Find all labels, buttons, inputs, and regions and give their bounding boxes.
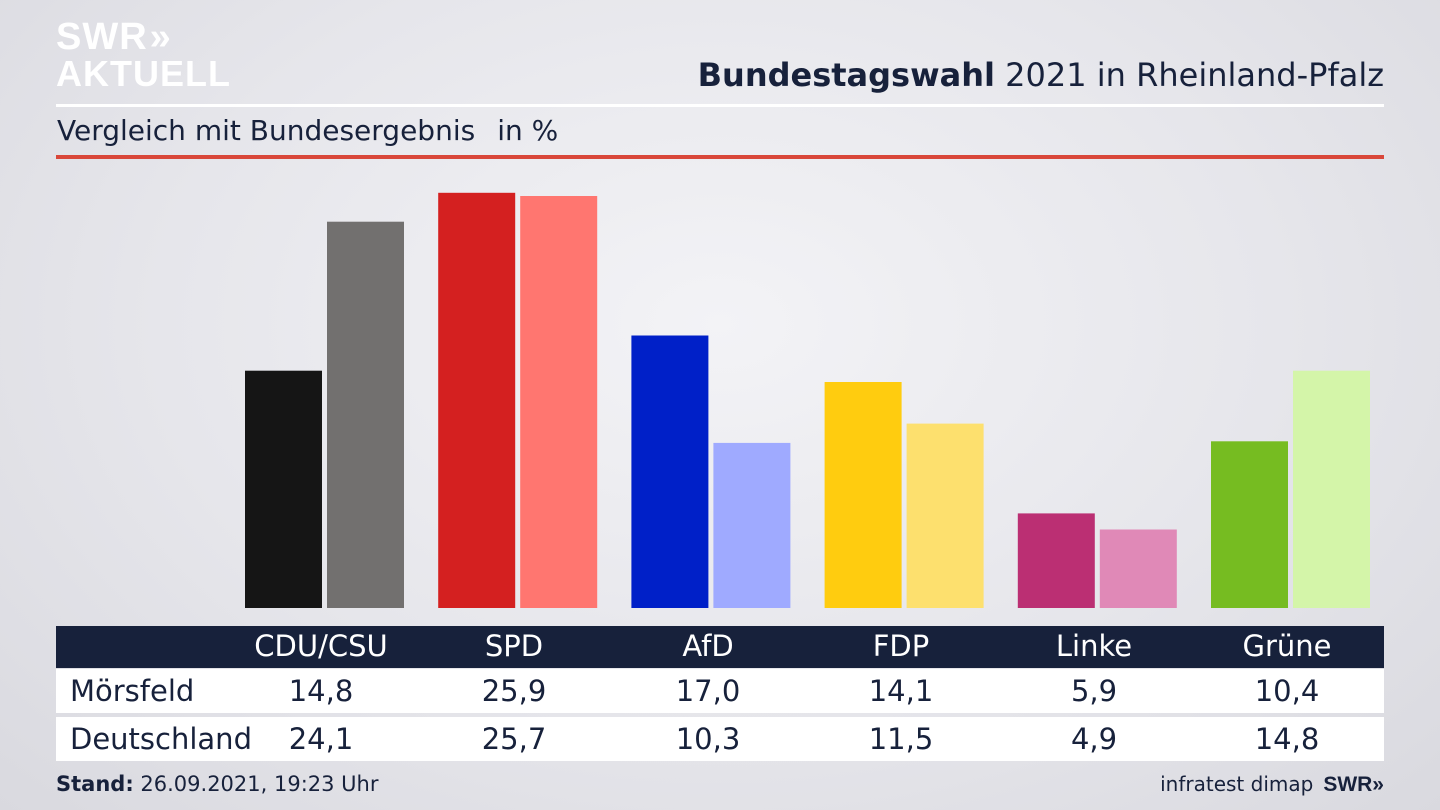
table-row-moersfeld: Mörsfeld 14,8 25,9 17,0 14,1 5,9 10,4 [56,669,1384,713]
table-header: CDU/CSU SPD AfD FDP Linke Grüne [56,626,1384,668]
bar-gruene-deutschland [1293,370,1370,608]
subtitle-unit: in % [497,114,559,147]
header-afd: AfD [682,629,734,663]
table-row-deutschland: Deutschland 24,1 25,7 10,3 11,5 4,9 14,8 [56,717,1384,761]
bar-linke-deutschland [1099,529,1177,608]
row-label-deutschland: Deutschland [70,722,252,756]
bar-afd-deutschland [713,442,791,608]
value-moersfeld-afd: 17,0 [675,674,741,708]
swr-aktuell-logo: SWR» AKTUELL [56,16,230,92]
value-deutschland-afd: 10,3 [675,722,741,756]
header-fdp: FDP [872,629,930,663]
header-spd: SPD [484,629,544,663]
logo-line1: SWR» [56,16,172,58]
bar-linke-moersfeld [1017,513,1095,608]
bar-spd-deutschland [520,196,598,608]
bar-fdp-deutschland [906,423,984,608]
bar-afd-moersfeld [631,335,709,608]
value-deutschland-spd: 25,7 [481,722,547,756]
bar-fdp-moersfeld [824,382,902,608]
subtitle-divider [56,155,1384,159]
header-gruene: Grüne [1242,629,1332,663]
value-moersfeld-cdu-csu: 14,8 [288,674,354,708]
header-linke: Linke [1055,629,1133,663]
bar-cdu-csu-deutschland [327,221,404,608]
subtitle-text: Vergleich mit Bundesergebnis [57,114,476,147]
bar-gruene-moersfeld [1211,441,1288,608]
value-moersfeld-fdp: 14,1 [868,674,934,708]
stand-value: 26.09.2021, 19:23 Uhr [133,772,379,796]
value-deutschland-fdp: 11,5 [868,722,934,756]
stand-label: Stand: [56,772,134,796]
value-moersfeld-linke: 5,9 [1070,674,1118,708]
value-moersfeld-spd: 25,9 [481,674,547,708]
value-deutschland-cdu-csu: 24,1 [288,722,354,756]
bar-chart [245,192,1370,609]
value-moersfeld-gruene: 10,4 [1254,674,1320,708]
value-deutschland-gruene: 14,8 [1254,722,1320,756]
swr-footer-logo: SWR» [1323,773,1384,796]
value-deutschland-linke: 4,9 [1070,722,1118,756]
title-bold: Bundestagswahl [697,56,995,94]
source-credit: infratest dimap SWR» [1160,772,1384,797]
bar-cdu-csu-moersfeld [245,370,322,608]
timestamp: Stand: 26.09.2021, 19:23 Uhr [56,772,379,796]
header-cdu-csu: CDU/CSU [254,629,388,663]
bar-spd-moersfeld [438,192,516,609]
title-rest: 2021 in Rheinland-Pfalz [995,56,1384,94]
row-label-moersfeld: Mörsfeld [70,674,195,708]
logo-line2: AKTUELL [56,53,231,94]
source-text: infratest dimap [1160,772,1314,796]
chart-subtitle: Vergleich mit Bundesergebnis in % [57,114,558,147]
chart-title: Bundestagswahl 2021 in Rheinland-Pfalz [698,56,1384,94]
title-divider [56,104,1384,107]
